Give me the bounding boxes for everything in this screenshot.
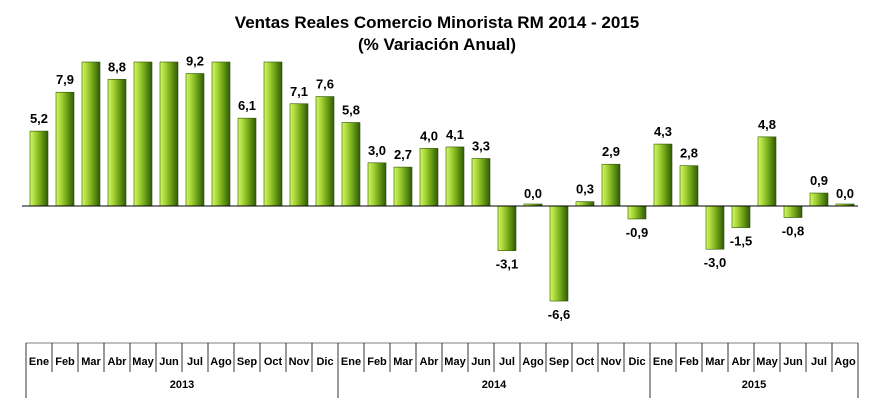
data-label-7: 9,2 xyxy=(186,54,204,69)
month-label-8: Ago xyxy=(210,356,232,368)
bar-16 xyxy=(419,148,439,207)
data-label-22: 0,3 xyxy=(576,182,594,197)
data-label-11: 7,1 xyxy=(290,84,308,99)
month-label-20: Ago xyxy=(522,356,544,368)
data-label-32: 0,0 xyxy=(836,186,854,201)
bar-30 xyxy=(783,205,803,218)
month-label-14: Feb xyxy=(367,356,387,368)
bar-19 xyxy=(497,205,517,251)
month-label-9: Sep xyxy=(237,356,257,368)
month-label-21: Sep xyxy=(549,356,569,368)
bar-11 xyxy=(289,103,309,207)
month-label-31: Jul xyxy=(811,356,827,368)
bar-24 xyxy=(627,205,647,220)
data-label-24: -0,9 xyxy=(626,225,648,240)
data-label-29: 4,8 xyxy=(758,117,776,132)
data-label-28: -1,5 xyxy=(730,234,752,249)
bar-6 xyxy=(159,61,179,207)
bar-2 xyxy=(55,91,75,207)
bar-18 xyxy=(471,158,491,207)
data-label-20: 0,0 xyxy=(524,186,542,201)
month-label-18: Jun xyxy=(471,356,491,368)
month-label-1: Ene xyxy=(29,356,49,368)
month-label-4: Abr xyxy=(108,356,128,368)
bar-9 xyxy=(237,117,257,207)
bars-group xyxy=(29,61,855,302)
bar-27 xyxy=(705,205,725,250)
month-label-30: Jun xyxy=(783,356,803,368)
data-label-25: 4,3 xyxy=(654,124,672,139)
bar-22 xyxy=(575,201,595,207)
month-label-16: Abr xyxy=(420,356,440,368)
data-label-4: 8,8 xyxy=(108,59,126,74)
year-label-2014: 2014 xyxy=(482,379,507,391)
bar-26 xyxy=(679,165,699,207)
month-label-12: Dic xyxy=(316,356,333,368)
bar-21 xyxy=(549,205,569,302)
data-label-30: -0,8 xyxy=(782,224,804,239)
data-label-15: 2,7 xyxy=(394,147,412,162)
month-label-3: Mar xyxy=(81,356,101,368)
data-label-12: 7,6 xyxy=(316,77,334,92)
bar-1 xyxy=(29,130,49,207)
data-label-16: 4,0 xyxy=(420,128,438,143)
bar-31 xyxy=(809,192,829,207)
data-label-2: 7,9 xyxy=(56,72,74,87)
axis-group: Ene Feb Mar Abr May Jun Jul Ago Sep Oct Nov Dic Ene F… xyxy=(22,205,859,398)
month-label-26: Feb xyxy=(679,356,699,368)
month-label-29: May xyxy=(756,356,778,368)
bar-17 xyxy=(445,146,465,207)
month-label-13: Ene xyxy=(341,356,361,368)
data-label-31: 0,9 xyxy=(810,173,828,188)
bar-7 xyxy=(185,73,205,207)
chart-subtitle: (% Variación Anual) xyxy=(358,35,516,54)
bar-10 xyxy=(263,61,283,207)
month-label-25: Ene xyxy=(653,356,673,368)
month-label-10: Oct xyxy=(264,356,283,368)
month-label-22: Oct xyxy=(576,356,595,368)
bar-14 xyxy=(367,162,387,207)
bar-8 xyxy=(211,61,231,207)
month-label-32: Ago xyxy=(834,356,856,368)
year-label-2015: 2015 xyxy=(742,379,766,391)
data-label-17: 4,1 xyxy=(446,127,464,142)
month-label-6: Jun xyxy=(159,356,179,368)
data-label-14: 3,0 xyxy=(368,143,386,158)
bar-5 xyxy=(133,61,153,207)
bar-3 xyxy=(81,61,101,207)
data-label-21: -6,6 xyxy=(548,307,570,322)
month-label-28: Abr xyxy=(732,356,752,368)
month-label-2: Feb xyxy=(55,356,75,368)
bar-29 xyxy=(757,136,777,207)
bar-25 xyxy=(653,143,673,207)
month-label-5: May xyxy=(132,356,154,368)
month-label-19: Jul xyxy=(499,356,515,368)
data-label-19: -3,1 xyxy=(496,257,518,272)
month-label-11: Nov xyxy=(289,356,311,368)
year-label-2013: 2013 xyxy=(170,379,194,391)
data-label-23: 2,9 xyxy=(602,144,620,159)
month-label-15: Mar xyxy=(393,356,413,368)
month-label-27: Mar xyxy=(705,356,725,368)
data-label-27: -3,0 xyxy=(704,255,726,270)
month-label-23: Nov xyxy=(601,356,623,368)
month-label-24: Dic xyxy=(628,356,645,368)
bar-13 xyxy=(341,122,361,207)
bar-4 xyxy=(107,78,127,207)
bar-15 xyxy=(393,166,413,207)
data-labels-group: 5,2 7,9 8,8 9,2 6,1 7,1 7,6 5,8 3,0 2,7 4,0 4,1 3,3 -… xyxy=(30,54,854,323)
data-label-13: 5,8 xyxy=(342,102,360,117)
bar-12 xyxy=(315,96,335,207)
bar-28 xyxy=(731,205,751,228)
data-label-1: 5,2 xyxy=(30,111,48,126)
chart-title: Ventas Reales Comercio Minorista RM 2014… xyxy=(235,13,639,32)
month-label-7: Jul xyxy=(187,356,203,368)
bar-23 xyxy=(601,163,621,207)
data-label-18: 3,3 xyxy=(472,138,490,153)
month-label-17: May xyxy=(444,356,466,368)
data-label-9: 6,1 xyxy=(238,98,256,113)
data-label-26: 2,8 xyxy=(680,146,698,161)
